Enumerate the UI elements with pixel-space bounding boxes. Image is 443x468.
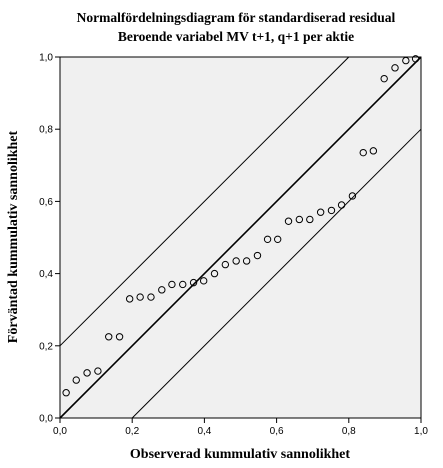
data-point [391,64,399,72]
data-point [359,148,367,157]
chart-title: Normalfördelningsdiagram för standardise… [77,10,396,25]
data-point [327,206,336,215]
data-points [62,55,420,397]
data-point [242,257,251,265]
data-point [380,74,388,83]
chart-subtitle: Beroende variabel MV t+1, q+1 per aktie [118,29,354,44]
data-point [136,293,144,301]
data-point [221,260,230,269]
data-point [94,367,102,375]
data-point [189,278,198,287]
x-tick-label: 0,8 [342,426,356,437]
data-point [273,235,282,244]
data-point [316,208,325,216]
data-point [147,293,155,301]
reference-lines [59,56,422,419]
data-point [179,280,187,289]
data-point [125,295,134,303]
data-point [306,215,314,224]
y-tick-label: 0,8 [39,125,53,136]
x-tick-label: 0,6 [270,426,284,437]
data-point [263,235,272,244]
y-tick-label: 0,6 [39,197,53,208]
data-point [402,56,410,65]
data-point [115,333,124,341]
data-point [284,217,293,225]
x-tick-label: 1,0 [414,426,428,437]
reference-line [59,56,422,419]
data-point [158,286,166,294]
x-tick-label: 0,4 [197,426,211,437]
y-axis-title: Förväntad kummulativ sannolikhet [6,130,21,343]
data-point [295,215,304,224]
data-point [105,333,113,341]
y-axis-ticks: 0,0 0,2 0,4 0,6 0,8 1,0 [39,53,60,425]
data-point [168,280,176,289]
y-tick-label: 0,4 [39,269,53,280]
data-point [83,369,91,377]
x-axis-title: Observerad kummulativ sannolikhet [130,447,350,462]
x-tick-label: 0,0 [53,426,67,437]
y-tick-label: 0,2 [39,341,53,352]
data-point [210,269,219,278]
lower-band-line [131,128,422,419]
data-point [337,201,346,209]
data-point [199,277,208,285]
x-tick-label: 0,2 [125,426,139,437]
data-point [72,376,80,384]
upper-band-line [59,56,350,347]
data-point [232,257,240,265]
data-point [348,192,357,200]
data-point [411,55,420,63]
data-point [369,147,378,155]
y-tick-label: 1,0 [39,53,53,64]
data-point [62,389,70,397]
data-point [253,251,262,260]
y-tick-label: 0,0 [39,414,53,425]
x-axis-ticks: 0,0 0,2 0,4 0,6 0,8 1,0 [53,418,428,437]
